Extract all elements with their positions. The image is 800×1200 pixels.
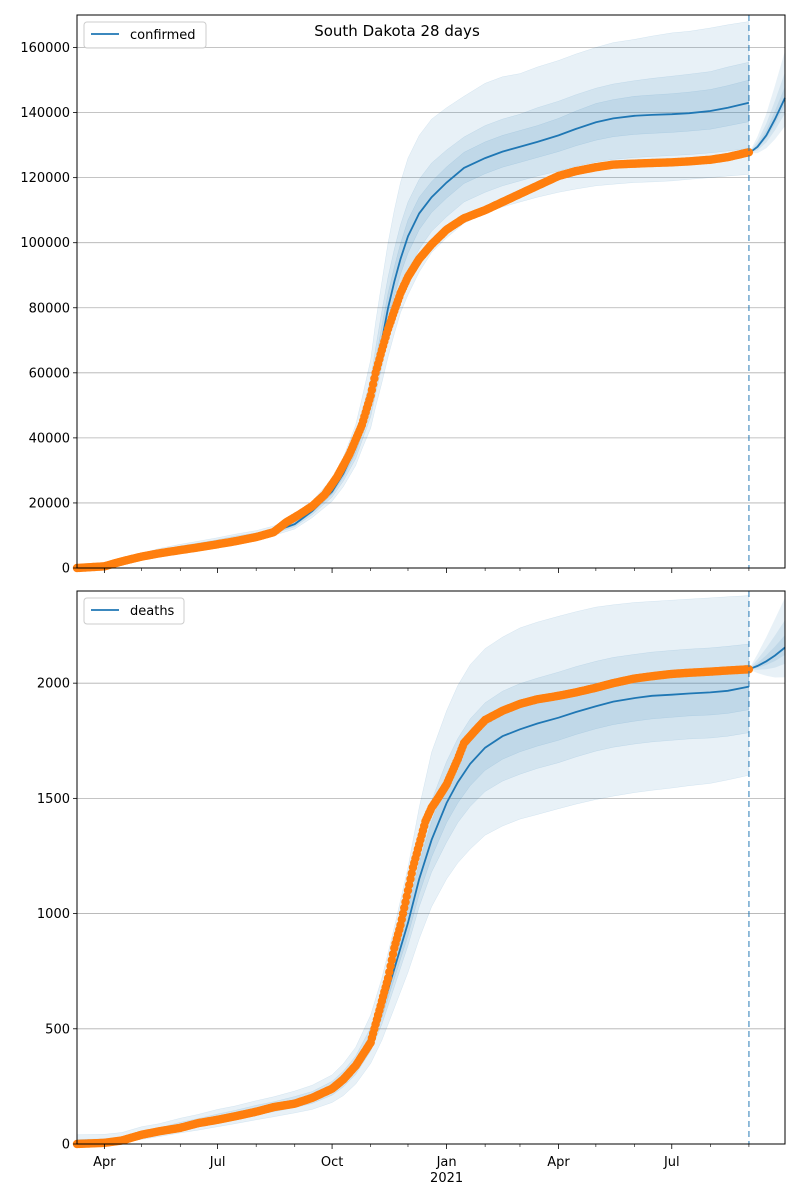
y-tick-label: 1000: [37, 907, 70, 922]
plot-frame: [76, 14, 786, 569]
deaths-legend: deaths: [83, 597, 185, 625]
deaths-panel: 0 500 1000 1500 2000 deaths: [37, 590, 786, 1153]
y-tick-label: 0: [62, 562, 70, 577]
plot-frame: [76, 590, 786, 1145]
y-tick-label: 80000: [29, 301, 70, 316]
forecast-band-2: [748, 620, 785, 670]
x-year-label: 2021: [430, 1171, 463, 1186]
x-tick-label: Jul: [209, 1155, 226, 1170]
y-tick-label: 20000: [29, 496, 70, 511]
legend-label-confirmed: confirmed: [130, 28, 196, 43]
deaths-gridlines: [77, 682, 785, 1030]
x-tick-label: Oct: [321, 1155, 343, 1170]
observed-point: [744, 665, 754, 674]
y-tick-label: 500: [45, 1022, 70, 1037]
forecast-band-1: [748, 50, 785, 154]
y-tick-label: 60000: [29, 366, 70, 381]
confirmed-legend: confirmed: [83, 21, 207, 49]
y-tick-label: 2000: [37, 677, 70, 692]
x-tick-label: Apr: [93, 1155, 116, 1170]
y-tick-label: 140000: [20, 106, 70, 121]
x-tick-label: Jul: [663, 1155, 680, 1170]
forecast-line: [748, 97, 786, 155]
legend-label-deaths: deaths: [130, 604, 175, 619]
observed-point: [744, 148, 754, 157]
y-tick-label: 100000: [20, 236, 70, 251]
y-tick-label: 160000: [20, 41, 70, 56]
deaths-axes: 0 500 1000 1500 2000: [37, 590, 786, 1153]
forecast-line: [748, 646, 786, 671]
confirmed-observed-points: [72, 148, 754, 573]
forecast-band-1: [748, 597, 785, 678]
y-tick-label: 0: [62, 1138, 70, 1153]
confirmed-panel: 0 20000 40000 60000 80000 100000 120000 140000 1…: [20, 14, 786, 577]
y-tick-label: 40000: [29, 431, 70, 446]
deaths-observed-points: [72, 665, 754, 1149]
y-tick-label: 120000: [20, 171, 70, 186]
x-axis-tick-labels: Apr Jul Oct Jan Apr Jul 2021: [93, 1155, 679, 1186]
x-tick-label: Jan: [436, 1155, 457, 1170]
x-tick-label: Apr: [547, 1155, 570, 1170]
y-tick-label: 1500: [37, 792, 70, 807]
confirmed-axes: 0 20000 40000 60000 80000 100000 120000 140000 1…: [20, 14, 786, 577]
chart-title: South Dakota 28 days: [314, 22, 480, 40]
